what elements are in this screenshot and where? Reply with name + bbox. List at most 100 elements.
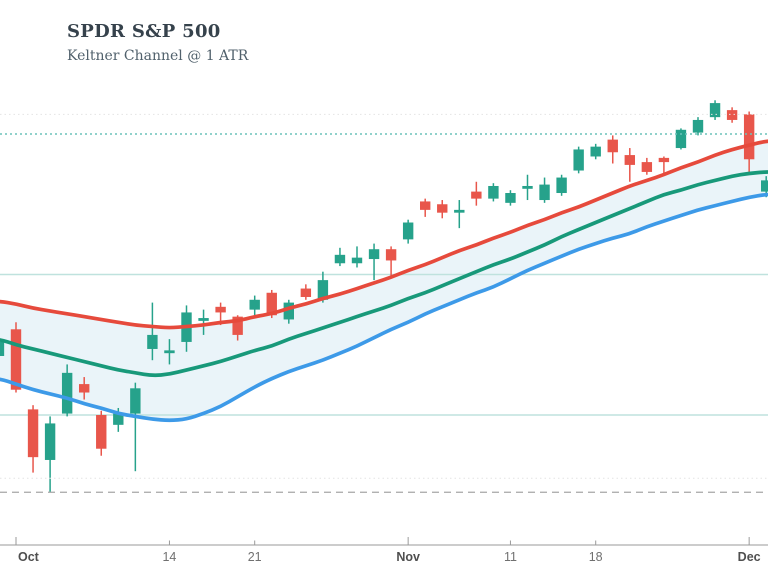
- candlestick: [556, 174, 567, 196]
- candlestick: [402, 219, 414, 244]
- x-axis-label: Oct: [18, 550, 40, 564]
- candlestick: [79, 377, 90, 400]
- chart-subtitle: Keltner Channel @ 1 ATR: [67, 47, 249, 64]
- candlestick: [249, 295, 260, 316]
- candlestick: [709, 100, 721, 120]
- candlestick: [0, 341, 5, 356]
- candle-body: [761, 180, 768, 192]
- candle-body: [130, 388, 141, 414]
- x-axis-label: 21: [248, 550, 262, 564]
- keltner-middle-line: [0, 170, 768, 378]
- candle-body: [709, 103, 721, 118]
- candlestick: [692, 117, 704, 136]
- candle-body: [96, 415, 107, 449]
- candle-body: [283, 302, 294, 320]
- candlestick: [198, 309, 209, 335]
- candle-body: [675, 129, 687, 149]
- candle-body: [368, 249, 380, 260]
- candlestick: [675, 128, 687, 150]
- candle-body: [402, 222, 414, 240]
- candle-body: [692, 119, 704, 133]
- candle-body: [573, 149, 584, 171]
- keltner-lower-band-line: [0, 192, 768, 423]
- candlestick: [454, 200, 465, 229]
- candle-body: [539, 184, 550, 201]
- candlestick: [505, 190, 516, 206]
- candlestick: [44, 416, 56, 493]
- chart-title: SPDR S&P 500: [67, 21, 221, 42]
- candle-body: [743, 114, 755, 160]
- candlestick: [624, 148, 635, 182]
- candle-body: [113, 413, 124, 425]
- candle-body: [658, 157, 670, 163]
- x-axis: Oct 14 21 Nov 11 18 Dec: [0, 537, 768, 564]
- candlestick: [130, 382, 141, 472]
- candle-body: [266, 292, 277, 316]
- candlestick: [522, 174, 533, 201]
- candlestick: [437, 200, 448, 219]
- candle-body: [44, 423, 56, 460]
- x-axis-label: 18: [589, 550, 603, 564]
- candle-body: [420, 201, 431, 210]
- candle-body: [726, 110, 738, 120]
- candle-body: [505, 193, 516, 203]
- candle-body: [79, 384, 90, 393]
- candle-body: [300, 288, 312, 297]
- candle-body: [10, 329, 22, 390]
- candlestick: [385, 246, 397, 278]
- candlestick: [573, 146, 584, 174]
- candle-body: [317, 280, 329, 300]
- candlestick: [27, 405, 39, 473]
- x-axis-label: Nov: [396, 550, 420, 564]
- candle-body: [27, 409, 39, 458]
- candlestick: [607, 135, 618, 164]
- candlestick: [164, 339, 175, 365]
- candlestick: [334, 247, 346, 267]
- candlestick: [147, 302, 158, 361]
- candle-body: [522, 185, 533, 189]
- candle-body: [607, 139, 618, 153]
- x-axis-label: 14: [162, 550, 176, 564]
- candlestick: [351, 246, 363, 268]
- candlestick: [658, 156, 670, 174]
- candlestick: [10, 322, 22, 393]
- candlestick: [641, 157, 653, 175]
- candlestick: [300, 284, 312, 300]
- x-axis-label: Dec: [738, 550, 761, 564]
- candle-body: [61, 372, 73, 414]
- keltner-upper-band-line: [0, 139, 768, 330]
- candle-body: [641, 162, 653, 172]
- candle-body: [249, 299, 260, 310]
- candle-body: [198, 318, 209, 321]
- candle-body: [437, 204, 448, 213]
- candlestick: [726, 107, 738, 123]
- candle-body: [590, 146, 601, 157]
- x-axis-label: 11: [504, 550, 517, 564]
- candlestick: [420, 198, 431, 217]
- candlestick: [61, 364, 73, 417]
- candle-body: [147, 334, 158, 349]
- candlesticks: [0, 100, 768, 493]
- candlestick: [368, 243, 380, 281]
- candle-body: [385, 249, 397, 261]
- candle-body: [488, 185, 499, 199]
- candlestick: [471, 181, 482, 206]
- candle-body: [556, 177, 567, 194]
- candle-body: [471, 191, 482, 199]
- chart-header: SPDR S&P 500 Keltner Channel @ 1 ATR: [67, 21, 249, 64]
- candlestick: [488, 183, 499, 202]
- candlestick: [590, 143, 601, 160]
- candle-body: [454, 209, 465, 213]
- candlestick: [283, 299, 294, 324]
- candle-body: [215, 306, 226, 313]
- candle-body: [624, 155, 635, 165]
- candle-body: [351, 257, 363, 264]
- candle-body: [334, 254, 346, 264]
- candlestick: [96, 410, 107, 456]
- gridlines-dashed: [0, 113, 768, 493]
- candle-body: [232, 316, 243, 335]
- candle-body: [0, 341, 5, 356]
- candle-body: [164, 350, 175, 354]
- candlestick: [743, 111, 755, 175]
